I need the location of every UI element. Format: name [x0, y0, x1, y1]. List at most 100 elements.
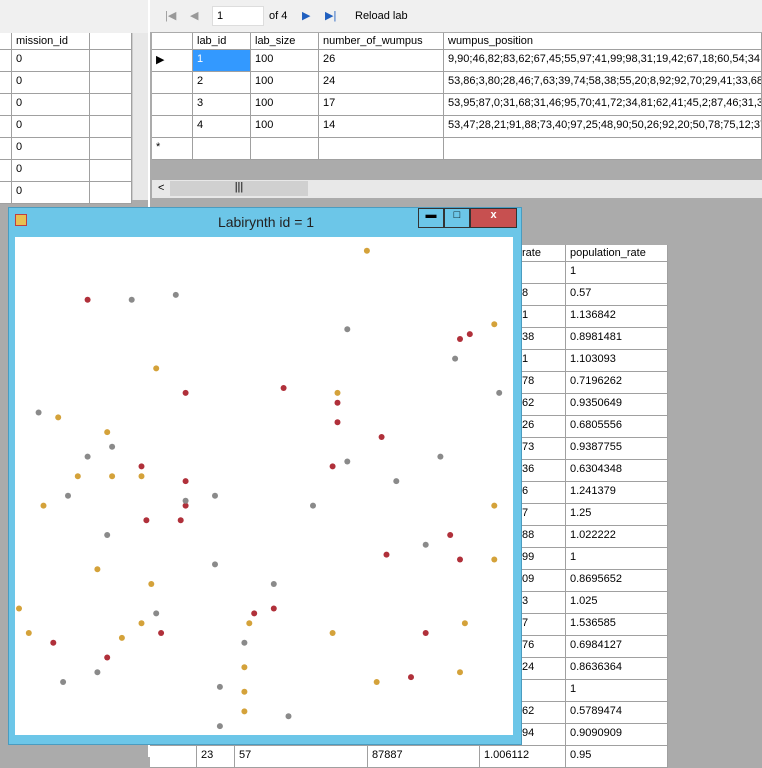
cell[interactable]: 1.006112: [480, 746, 566, 768]
nav-last[interactable]: ▶|: [325, 10, 337, 22]
cell[interactable]: 1.536585: [566, 614, 668, 636]
cell[interactable]: [518, 680, 566, 702]
cell[interactable]: 62: [518, 394, 566, 416]
close-button[interactable]: x: [470, 208, 517, 228]
cell[interactable]: 26: [319, 50, 444, 72]
cell[interactable]: 38: [518, 328, 566, 350]
header-cell: [90, 33, 132, 50]
cell[interactable]: 0.9387755: [566, 438, 668, 460]
cell[interactable]: 1.022222: [566, 526, 668, 548]
cell[interactable]: 1: [518, 306, 566, 328]
cell[interactable]: 0.57: [566, 284, 668, 306]
cell[interactable]: 6: [518, 482, 566, 504]
cell[interactable]: 87887: [368, 746, 480, 768]
cell[interactable]: 100: [251, 50, 319, 72]
cell[interactable]: 100: [251, 72, 319, 94]
cell[interactable]: 0.9350649: [566, 394, 668, 416]
cell[interactable]: 94: [518, 724, 566, 746]
cell[interactable]: 1.025: [566, 592, 668, 614]
cell[interactable]: 57: [235, 746, 368, 768]
cell[interactable]: 4: [193, 116, 251, 138]
cell[interactable]: 1.25: [566, 504, 668, 526]
cell[interactable]: 0.8695652: [566, 570, 668, 592]
point: [280, 385, 287, 391]
cell[interactable]: 53,86;3,80;28,46;7,63;39,74;58,38;55,20;…: [444, 72, 762, 94]
cell[interactable]: 0: [12, 94, 90, 116]
scrollbar[interactable]: [132, 33, 148, 200]
cell[interactable]: 0.6304348: [566, 460, 668, 482]
cell[interactable]: 0.6984127: [566, 636, 668, 658]
cell[interactable]: 99: [518, 548, 566, 570]
cell[interactable]: 1.241379: [566, 482, 668, 504]
row-header: [0, 160, 12, 182]
nav-first[interactable]: |◀: [165, 10, 177, 22]
point: [329, 463, 336, 470]
cell[interactable]: 0.95: [566, 746, 668, 768]
point: [158, 630, 165, 636]
cell[interactable]: 100: [251, 94, 319, 116]
cell[interactable]: 76: [518, 636, 566, 658]
cell[interactable]: 1.103093: [566, 350, 668, 372]
cell[interactable]: 3: [193, 94, 251, 116]
point: [447, 532, 454, 538]
cell[interactable]: 78: [518, 372, 566, 394]
cell[interactable]: 62: [518, 702, 566, 724]
maximize-button[interactable]: □: [444, 208, 470, 228]
cell[interactable]: 0.6805556: [566, 416, 668, 438]
reload-button[interactable]: Reload lab: [355, 10, 408, 22]
cell[interactable]: 0.9090909: [566, 724, 668, 746]
cell[interactable]: 26: [518, 416, 566, 438]
cell[interactable]: 3: [518, 592, 566, 614]
cell[interactable]: 0: [12, 160, 90, 182]
point: [50, 639, 57, 646]
cell[interactable]: 0: [12, 50, 90, 72]
window-title: Labirynth id = 1: [217, 214, 315, 230]
cell[interactable]: 88: [518, 526, 566, 548]
cell[interactable]: 24: [518, 658, 566, 680]
nav-next[interactable]: ▶: [302, 10, 311, 22]
cell[interactable]: 53,47;28,21;91,88;73,40;97,25;48,90;50,2…: [444, 116, 762, 138]
point: [16, 605, 22, 612]
point: [466, 331, 473, 338]
position-box[interactable]: 1: [212, 6, 264, 26]
point: [270, 605, 277, 612]
cell[interactable]: 23: [197, 746, 235, 768]
cell[interactable]: 36: [518, 460, 566, 482]
cell[interactable]: 0.5789474: [566, 702, 668, 724]
cell[interactable]: 1: [566, 680, 668, 702]
cell[interactable]: 0: [12, 116, 90, 138]
cell[interactable]: 7: [518, 614, 566, 636]
cell[interactable]: 73: [518, 438, 566, 460]
cell[interactable]: 100: [251, 116, 319, 138]
cell[interactable]: 24: [319, 72, 444, 94]
cell[interactable]: 0: [12, 72, 90, 94]
cell[interactable]: 09: [518, 570, 566, 592]
cell[interactable]: [518, 262, 566, 284]
cell[interactable]: 14: [319, 116, 444, 138]
cell[interactable]: 17: [319, 94, 444, 116]
cell[interactable]: 0.8981481: [566, 328, 668, 350]
cell[interactable]: 1: [518, 350, 566, 372]
cell[interactable]: 0.8636364: [566, 658, 668, 680]
cell[interactable]: 8: [518, 284, 566, 306]
cell[interactable]: 2: [193, 72, 251, 94]
cell: [90, 116, 132, 138]
cell[interactable]: 1: [566, 548, 668, 570]
point: [491, 556, 498, 563]
cell[interactable]: 1: [193, 50, 251, 72]
point: [118, 634, 125, 641]
cell[interactable]: 0: [12, 138, 90, 160]
cell[interactable]: 1.136842: [566, 306, 668, 328]
cell[interactable]: 7: [518, 504, 566, 526]
point: [344, 458, 351, 465]
cell[interactable]: 0.7196262: [566, 372, 668, 394]
cell[interactable]: 0: [12, 182, 90, 204]
cell[interactable]: 9,90;46,82;83,62;67,45;55,97;41,99;98,31…: [444, 50, 762, 72]
point: [393, 478, 400, 485]
cell[interactable]: 1: [566, 262, 668, 284]
minimize-button[interactable]: ▬: [418, 208, 444, 228]
cell[interactable]: 53,95;87,0;31,68;31,46;95,70;41,72;34,81…: [444, 94, 762, 116]
h-scrollbar[interactable]: < |||: [152, 180, 762, 198]
nav-prev[interactable]: ◀: [190, 10, 199, 22]
